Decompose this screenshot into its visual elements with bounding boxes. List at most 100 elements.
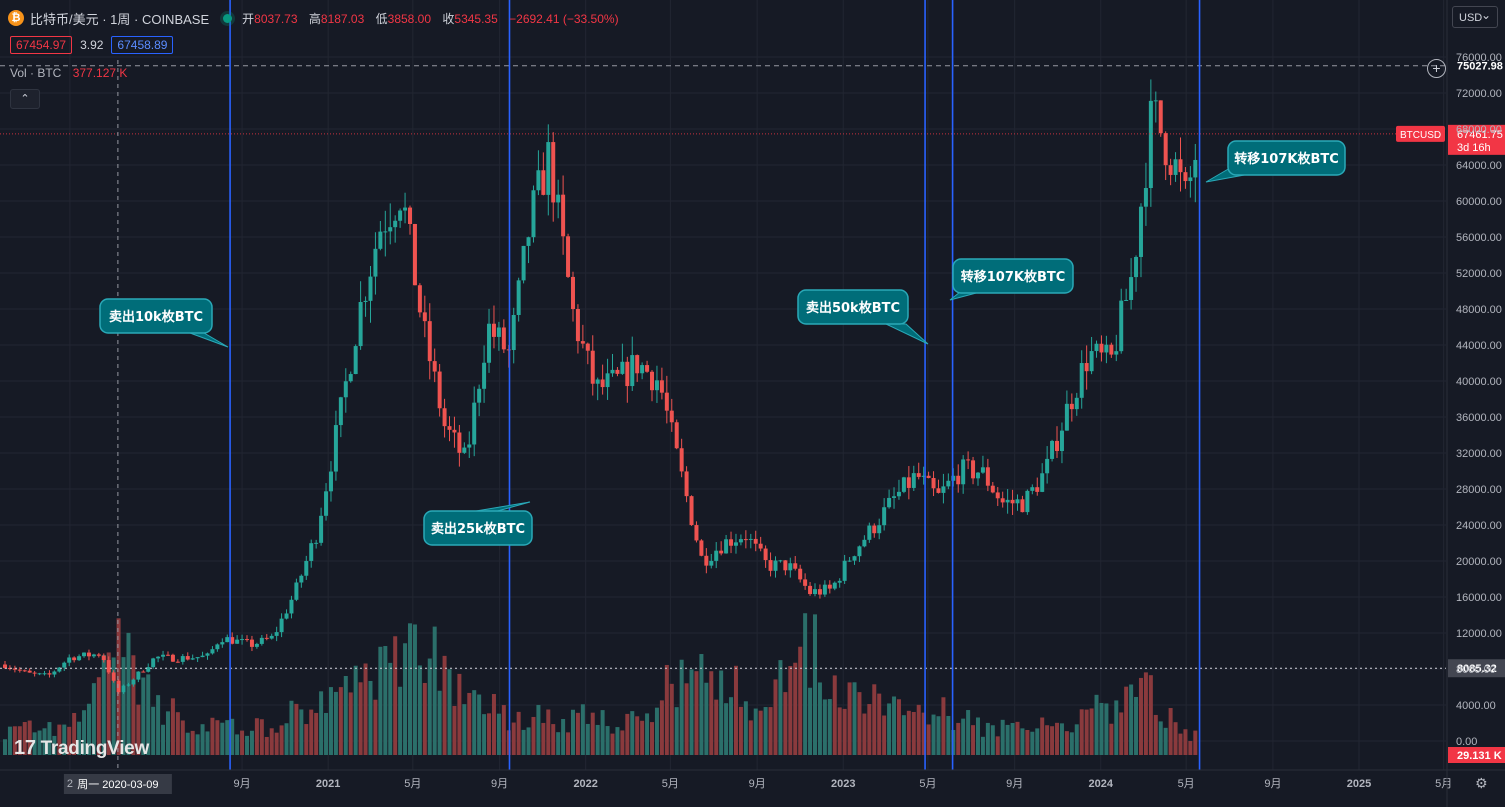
candle-body: [635, 355, 640, 374]
candle-up: [388, 203, 393, 245]
callout-annotation[interactable]: 卖出10k枚BTC: [99, 298, 229, 348]
candle-body: [1079, 363, 1084, 398]
plus-circle-icon[interactable]: +: [1427, 59, 1446, 78]
candle-body: [482, 362, 487, 389]
candle-body: [136, 671, 141, 680]
volume-bar: [650, 722, 655, 755]
candle-down: [175, 659, 180, 663]
candle-up: [595, 377, 600, 401]
volume-bar: [86, 703, 91, 755]
candle-body: [1109, 344, 1114, 355]
candle-down: [442, 398, 447, 438]
candle-body: [1188, 177, 1193, 182]
volume-bar: [516, 711, 521, 755]
candle-body: [491, 323, 496, 337]
candle-up: [235, 635, 240, 644]
candle-up: [477, 384, 482, 417]
candle-up: [393, 215, 398, 243]
volume-bar: [363, 663, 368, 755]
candle-up: [1124, 288, 1129, 301]
candle-up: [1040, 463, 1045, 493]
callout-annotation[interactable]: 卖出50k枚BTC: [797, 289, 929, 345]
annotations-layer[interactable]: 卖出10k枚BTC 卖出25k枚BTC 卖出50k枚BTC 转移107K枚BTC 转移1…: [99, 140, 1346, 546]
volume-bar: [1173, 722, 1178, 755]
candle-body: [1025, 490, 1030, 513]
volume-bar: [17, 726, 22, 755]
candle-body: [961, 459, 966, 485]
volume-bar: [156, 695, 161, 755]
currency-select[interactable]: USD: [1452, 4, 1498, 28]
volume-bar: [1099, 702, 1104, 755]
volume-bar: [916, 704, 921, 755]
candle-up: [294, 578, 299, 602]
candle-up: [837, 578, 842, 588]
candle-up: [57, 667, 62, 673]
candle-down: [1109, 342, 1114, 358]
candle-down: [1158, 100, 1163, 137]
candle-up: [358, 281, 363, 350]
sell-price-button[interactable]: 67454.97: [10, 36, 73, 54]
candle-body: [91, 654, 96, 657]
candle-body: [161, 654, 166, 657]
volume-bar: [605, 726, 610, 755]
candle-body: [447, 426, 452, 430]
candle-up: [921, 466, 926, 485]
candle-body: [1124, 299, 1129, 301]
volume-bar: [235, 734, 240, 755]
candle-body: [546, 142, 551, 195]
volume-bar: [595, 724, 600, 755]
symbol-title[interactable]: 比特币/美元 · 1周 · COINBASE: [30, 11, 210, 27]
candle-up: [867, 522, 872, 543]
candle-body: [225, 637, 230, 643]
candle-down: [47, 670, 52, 678]
volume-bar: [971, 725, 976, 755]
gear-icon[interactable]: ⚙: [1475, 775, 1488, 791]
candle-up: [299, 574, 304, 588]
callout-annotation[interactable]: 转移107K枚BTC: [949, 258, 1074, 301]
candle-up: [1134, 255, 1139, 292]
candle-up: [1025, 489, 1030, 515]
candle-down: [753, 530, 758, 552]
callout-annotation[interactable]: 卖出25k枚BTC: [423, 501, 533, 546]
volume-bar: [1183, 729, 1188, 755]
candle-body: [462, 447, 467, 453]
candle-body: [773, 560, 778, 571]
volume-bar: [729, 697, 734, 755]
collapse-legend-button[interactable]: ⌃: [10, 89, 40, 109]
volume-bar: [1015, 721, 1020, 755]
candle-up: [640, 362, 645, 380]
candle-body: [417, 285, 422, 313]
candle-body: [985, 467, 990, 486]
y-tick-label: 44000.00: [1456, 340, 1502, 352]
volume-bar: [37, 730, 42, 755]
candle-body: [516, 280, 521, 316]
candle-body: [813, 589, 818, 595]
candle-body: [131, 679, 136, 685]
volume-bar: [27, 720, 32, 755]
candle-body: [412, 224, 417, 286]
volume-bar: [1040, 717, 1045, 755]
x-tick-label: 2024: [1089, 778, 1114, 790]
volume-bar: [62, 724, 67, 755]
volume-bar: [985, 722, 990, 755]
candle-down: [101, 653, 106, 663]
candle-body: [279, 618, 284, 633]
candle-up: [620, 343, 625, 375]
volume-bar: [640, 720, 645, 755]
volume-bar: [200, 724, 205, 755]
volume-bar: [941, 697, 946, 755]
candle-body: [1099, 343, 1104, 353]
callout-annotation[interactable]: 转移107K枚BTC: [1205, 140, 1346, 183]
volume-bar: [368, 680, 373, 755]
candle-down: [1084, 345, 1089, 390]
candle-up: [220, 638, 225, 648]
candle-body: [1000, 498, 1005, 503]
buy-price-button[interactable]: 67458.89: [111, 36, 174, 54]
candle-body: [299, 575, 304, 583]
volume-bars-layer: [3, 613, 1198, 755]
candle-down: [7, 665, 12, 671]
volume-bar: [541, 722, 546, 755]
symbol-tag-label: BTCUSD: [1400, 130, 1441, 141]
